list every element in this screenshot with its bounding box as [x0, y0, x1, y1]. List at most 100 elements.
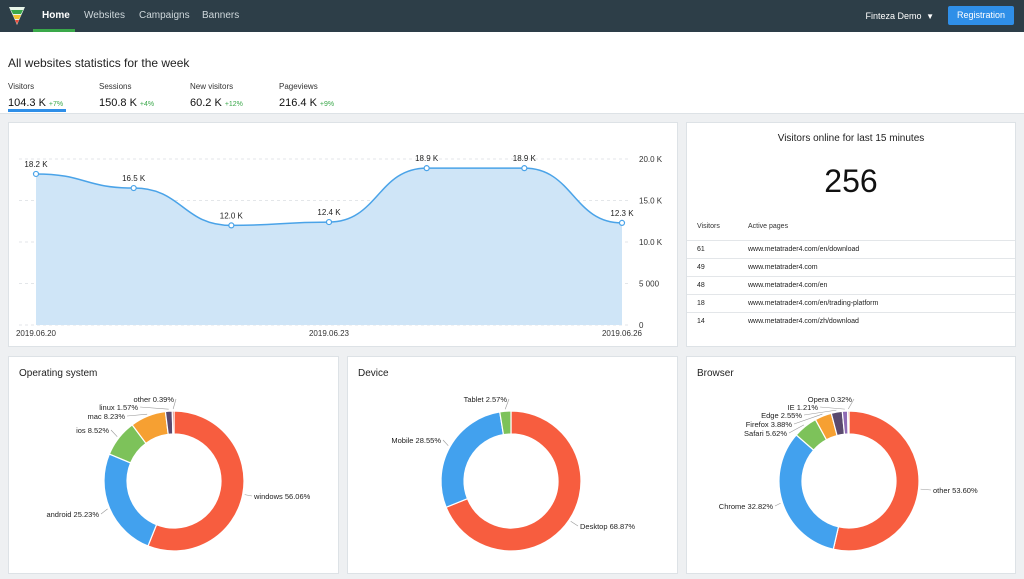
pie-slice[interactable] — [778, 434, 840, 550]
x-tick-label: 2019.06.23 — [309, 329, 350, 338]
metric-value: 104.3 K — [8, 97, 46, 109]
slice-label: windows 56.06% — [253, 492, 311, 501]
metric-sessions[interactable]: Sessions 150.8 K +4% — [99, 82, 154, 111]
pie-slice[interactable] — [147, 410, 245, 552]
slice-label: Desktop 68.87% — [580, 522, 635, 531]
y-tick-label: 10.0 K — [639, 238, 663, 247]
table-row[interactable]: 61 www.metatrader4.com/en/download — [687, 240, 1015, 258]
os-panel: Operating system windows 56.06% android 2… — [8, 356, 339, 574]
slice-label: Tablet 2.57% — [464, 395, 508, 404]
metric-change: +7% — [48, 101, 64, 108]
row-page: www.metatrader4.com/en/download — [748, 246, 860, 253]
slice-label: Chrome 32.82% — [719, 502, 774, 511]
metric-pageviews[interactable]: Pageviews 216.4 K +9% — [279, 82, 334, 111]
metric-active-indicator — [8, 109, 66, 112]
pie-slice[interactable] — [103, 453, 158, 547]
pie-slice[interactable] — [499, 410, 512, 436]
online-title: Visitors online for last 15 minutes — [777, 133, 925, 144]
pie-slice[interactable] — [832, 410, 920, 552]
row-visitors: 14 — [697, 318, 705, 325]
data-point[interactable] — [521, 165, 528, 172]
slice-label: android 25.23% — [46, 510, 99, 519]
data-point[interactable] — [325, 218, 333, 226]
page-title: All websites statistics for the week — [8, 56, 190, 70]
pie-slice[interactable] — [445, 410, 582, 552]
slice-leader-line — [803, 409, 837, 416]
online-count: 256 — [824, 163, 878, 199]
slice-leader-line — [793, 413, 823, 425]
nav-item-campaigns[interactable]: Campaigns — [139, 10, 190, 21]
registration-button[interactable]: Registration — [947, 6, 1014, 25]
y-tick-label: 15.0 K — [639, 197, 663, 206]
metric-label: New visitors — [190, 82, 234, 91]
table-row[interactable]: 18 www.metatrader4.com/en/trading-platfo… — [687, 294, 1015, 312]
slice-label: Mobile 28.55% — [391, 436, 441, 445]
metric-change: +9% — [319, 101, 335, 108]
metric-label: Visitors — [8, 82, 35, 91]
metric-value: 216.4 K — [279, 97, 317, 109]
x-tick-label: 2019.06.20 — [16, 329, 57, 338]
table-row[interactable]: 49 www.metatrader4.com — [687, 258, 1015, 276]
visitors-area-chart[interactable]: 0 5 000 10.0 K 15.0 K 20.0 K 18.2 K 16.5 K 12.0… — [9, 123, 677, 346]
user-menu[interactable]: Finteza Demo ▼ — [866, 0, 934, 32]
table-row[interactable]: 48 www.metatrader4.com/en — [687, 276, 1015, 294]
nav-item-home[interactable]: Home — [42, 10, 70, 21]
slice-leader-line — [848, 398, 855, 410]
online-visitors-panel: Visitors online for last 15 minutes 256 … — [686, 122, 1016, 347]
pie-slice[interactable] — [846, 410, 850, 435]
top-navbar: Home Websites Campaigns Banners Finteza … — [0, 0, 1024, 32]
y-tick-label: 0 — [639, 321, 644, 330]
pie-slice[interactable] — [171, 410, 175, 435]
slice-label: Opera 0.32% — [808, 395, 853, 404]
data-point[interactable] — [618, 219, 626, 227]
row-page: www.metatrader4.com/en/trading-platform — [748, 300, 879, 307]
nav-item-banners[interactable]: Banners — [202, 10, 240, 21]
slice-label: mac 8.23% — [87, 412, 125, 421]
row-visitors: 49 — [697, 264, 705, 271]
slice-label: ios 8.52% — [76, 426, 109, 435]
data-point[interactable] — [130, 184, 137, 192]
metric-value: 60.2 K — [190, 97, 222, 109]
data-point[interactable] — [423, 165, 430, 172]
data-label: 12.0 K — [220, 211, 244, 220]
slice-leader-line — [442, 439, 449, 446]
visitors-chart-panel: 0 5 000 10.0 K 15.0 K 20.0 K 18.2 K 16.5 K 12.0… — [8, 122, 678, 347]
slice-label: Edge 2.55% — [761, 411, 802, 420]
data-label: 18.2 K — [24, 160, 48, 169]
browser-panel: Browser other 53.60% Chrome 32.82% Safari … — [686, 356, 1016, 574]
metric-new-visitors[interactable]: New visitors 60.2 K +12% — [190, 82, 243, 111]
slice-leader-line — [920, 488, 932, 491]
metric-value: 150.8 K — [99, 97, 137, 109]
metric-label: Sessions — [99, 82, 132, 91]
column-header-visitors: Visitors — [697, 223, 720, 230]
row-visitors: 18 — [697, 300, 705, 307]
slice-label: other 53.60% — [933, 486, 978, 495]
metric-change: +4% — [139, 101, 155, 108]
slice-leader-line — [126, 413, 148, 417]
slice-leader-line — [504, 398, 510, 410]
data-point[interactable] — [228, 222, 235, 229]
os-donut-chart[interactable]: windows 56.06% android 25.23% ios 8.52% mac… — [9, 357, 338, 573]
slice-leader-line — [139, 406, 169, 410]
device-donut-chart[interactable]: Desktop 68.87% Mobile 28.55% Tablet 2.57% — [348, 357, 677, 573]
finteza-logo-icon[interactable] — [8, 5, 26, 27]
browser-donut-chart[interactable]: other 53.60% Chrome 32.82% Safari 5.62%Fir… — [687, 357, 1015, 573]
slice-leader-line — [100, 508, 108, 515]
data-label: 16.5 K — [122, 174, 146, 183]
slice-leader-line — [172, 398, 177, 410]
panel-title: Device — [358, 368, 389, 379]
chevron-down-icon: ▼ — [926, 12, 934, 21]
row-page: www.metatrader4.com/zh/download — [748, 318, 859, 325]
slice-label: Safari 5.62% — [744, 429, 787, 438]
user-name: Finteza Demo — [865, 11, 922, 21]
row-page: www.metatrader4.com — [748, 264, 818, 271]
area-fill — [36, 168, 622, 325]
stats-header: All websites statistics for the week Vis… — [0, 32, 1024, 114]
metric-change: +12% — [224, 101, 243, 108]
table-row[interactable]: 14 www.metatrader4.com/zh/download — [687, 312, 1015, 330]
metric-visitors[interactable]: Visitors 104.3 K +7% — [8, 82, 63, 111]
nav-item-websites[interactable]: Websites — [84, 10, 125, 21]
slice-leader-line — [774, 502, 781, 507]
data-point[interactable] — [32, 170, 40, 178]
pie-slice[interactable] — [440, 411, 505, 509]
